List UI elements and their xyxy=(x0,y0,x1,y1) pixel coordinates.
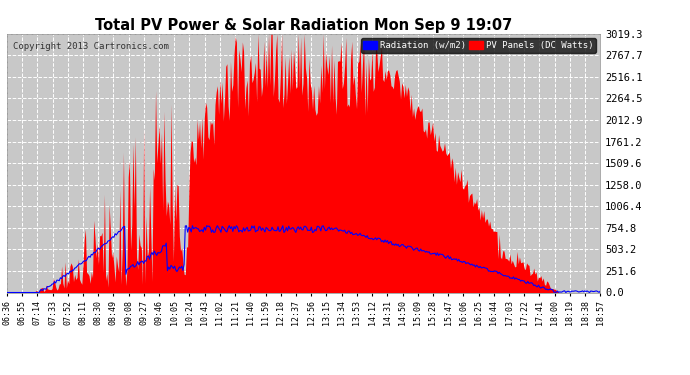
Legend: Radiation (w/m2), PV Panels (DC Watts): Radiation (w/m2), PV Panels (DC Watts) xyxy=(361,38,595,53)
Title: Total PV Power & Solar Radiation Mon Sep 9 19:07: Total PV Power & Solar Radiation Mon Sep… xyxy=(95,18,512,33)
Text: Copyright 2013 Cartronics.com: Copyright 2013 Cartronics.com xyxy=(13,42,169,51)
